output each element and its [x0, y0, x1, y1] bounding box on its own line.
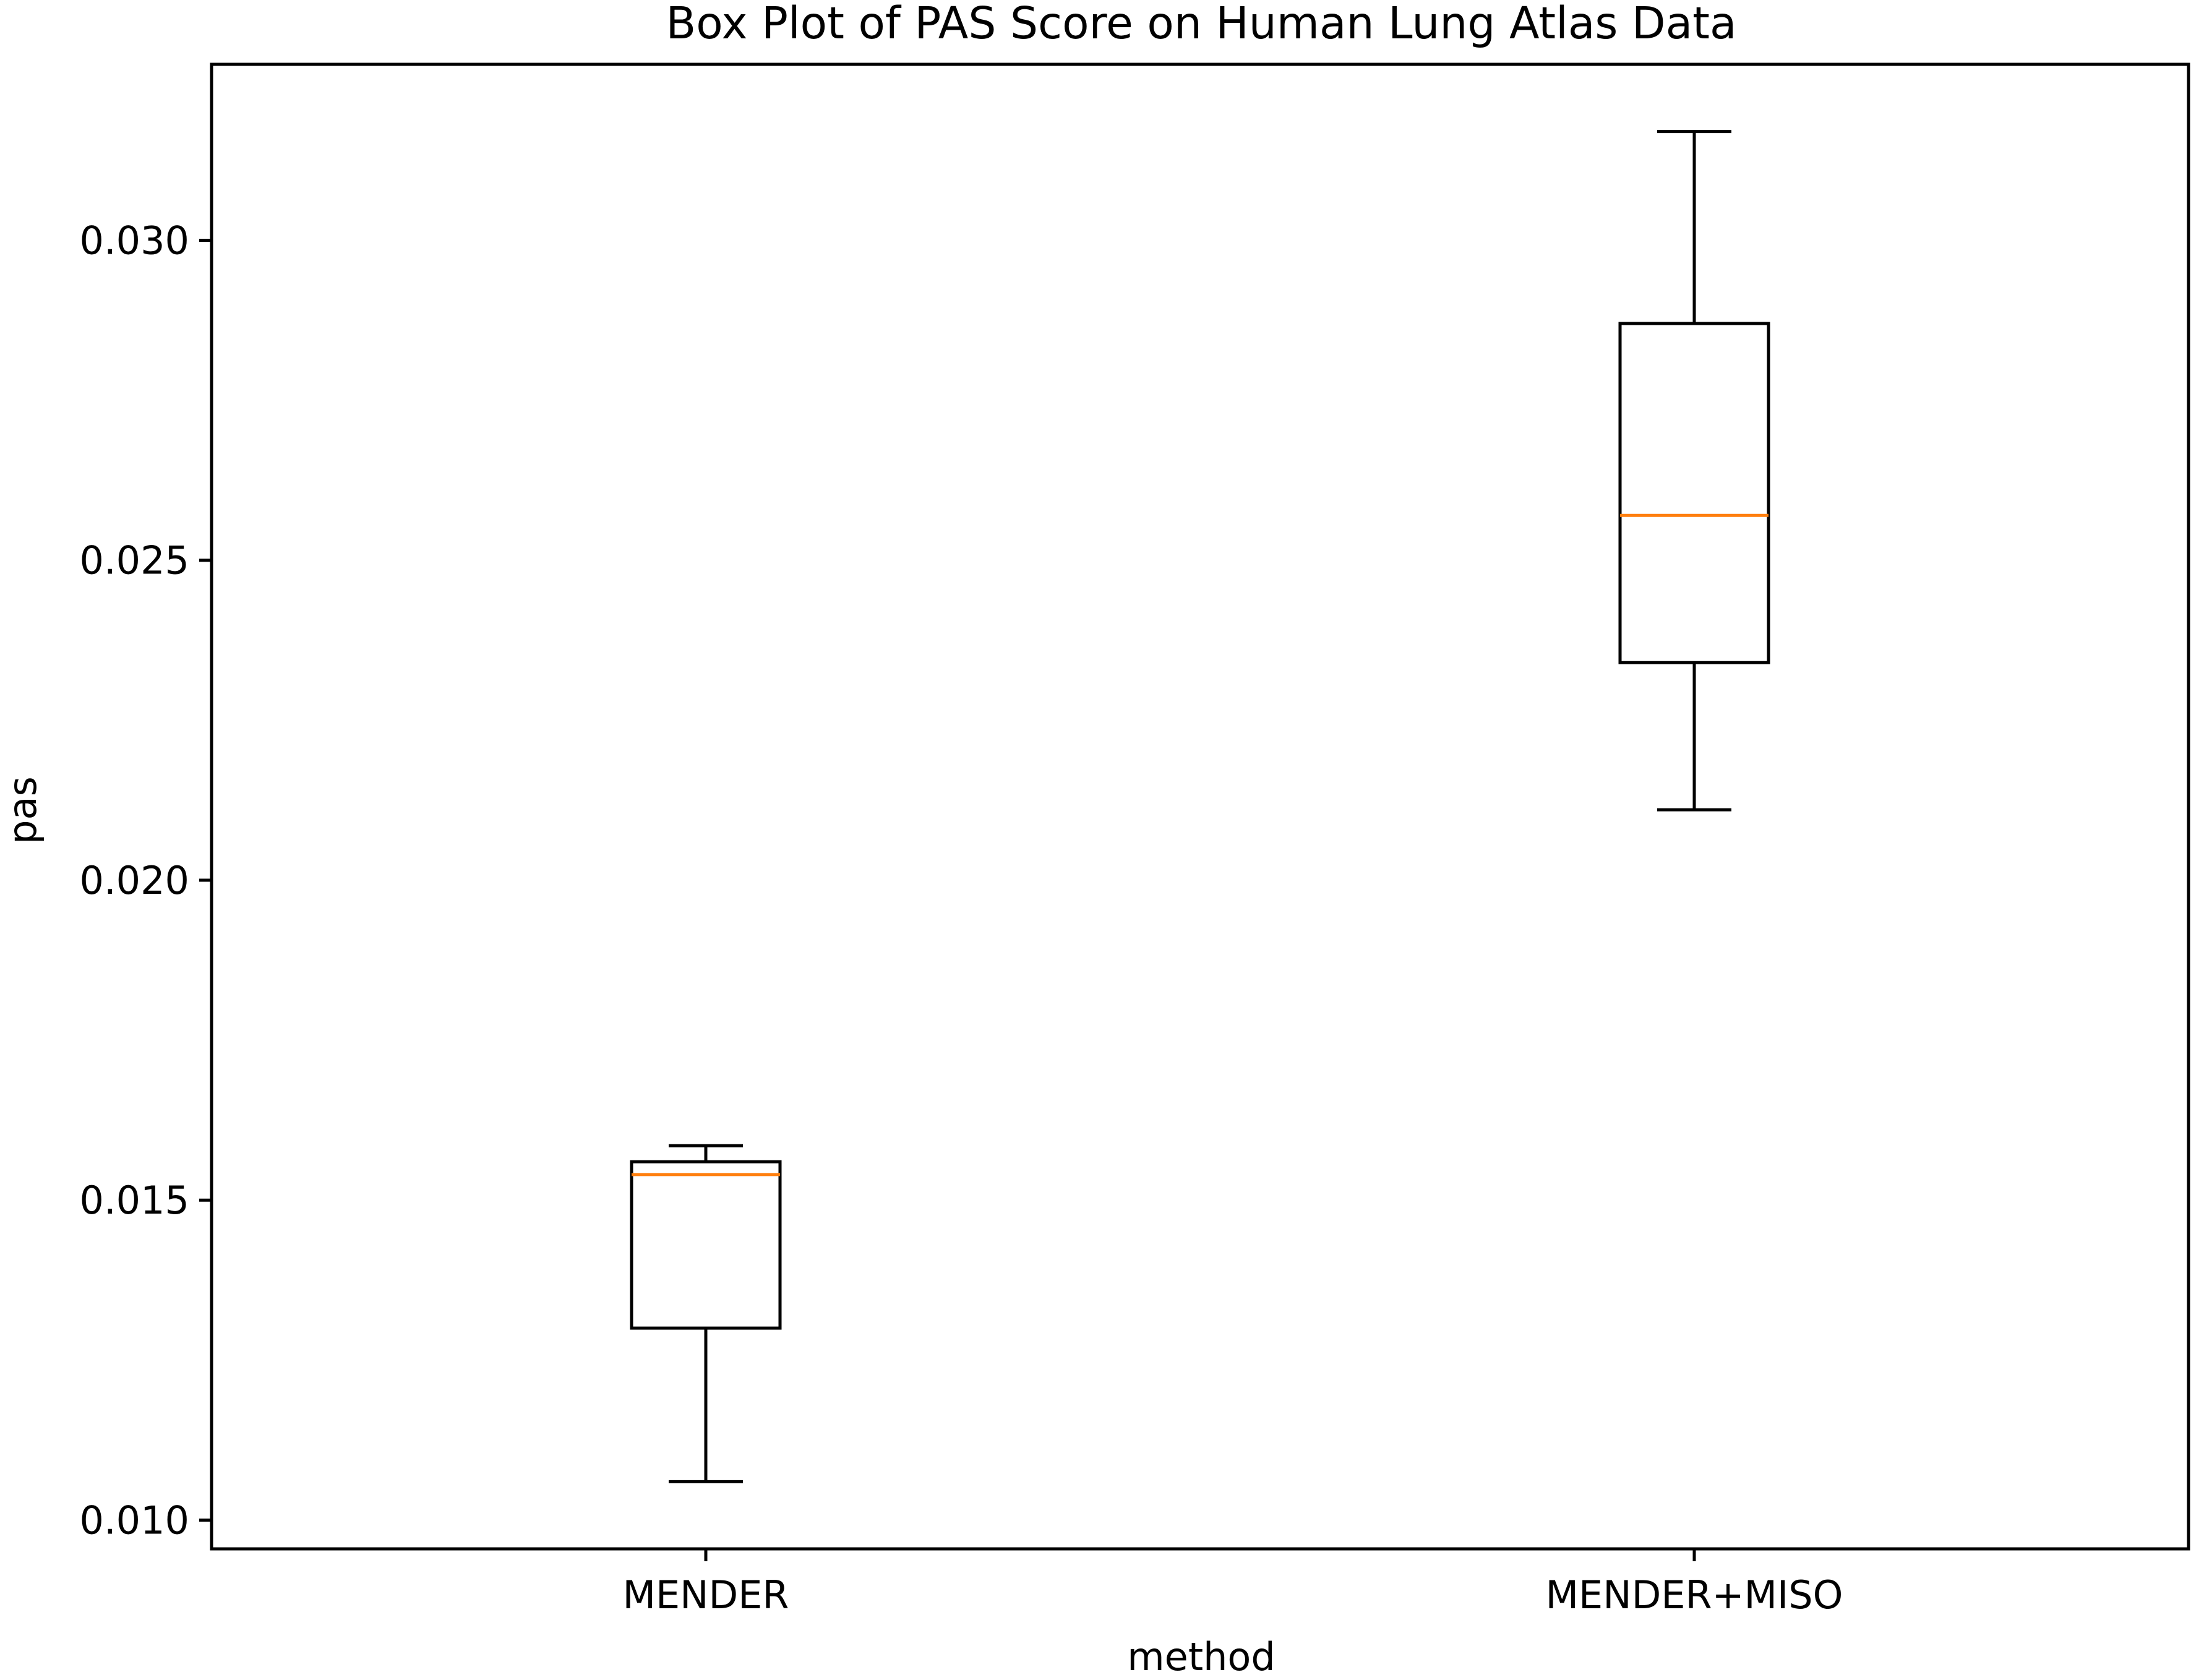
- x-axis: MENDER MENDER+MISO: [622, 1549, 1843, 1618]
- x-tick-label: MENDER: [622, 1572, 789, 1618]
- y-axis: 0.010 0.015 0.020 0.025 0.030: [80, 218, 212, 1543]
- box-iqr: [630, 1160, 782, 1330]
- box-group: [630, 1144, 782, 1483]
- plot-frame: [210, 62, 2190, 1551]
- y-tick-label: 0.030: [80, 218, 190, 263]
- boxes: [630, 130, 1770, 1483]
- y-tick-label: 0.020: [80, 858, 190, 903]
- box-group: [1618, 130, 1770, 812]
- box-iqr: [1618, 322, 1770, 664]
- y-tick-label: 0.015: [80, 1178, 190, 1223]
- x-axis-label: method: [1127, 1634, 1275, 1679]
- y-tick-label: 0.025: [80, 538, 190, 583]
- y-axis-label: pas: [0, 776, 45, 844]
- x-tick-label: MENDER+MISO: [1546, 1572, 1843, 1618]
- y-tick-label: 0.010: [80, 1498, 190, 1543]
- chart-title: Box Plot of PAS Score on Human Lung Atla…: [666, 0, 1737, 49]
